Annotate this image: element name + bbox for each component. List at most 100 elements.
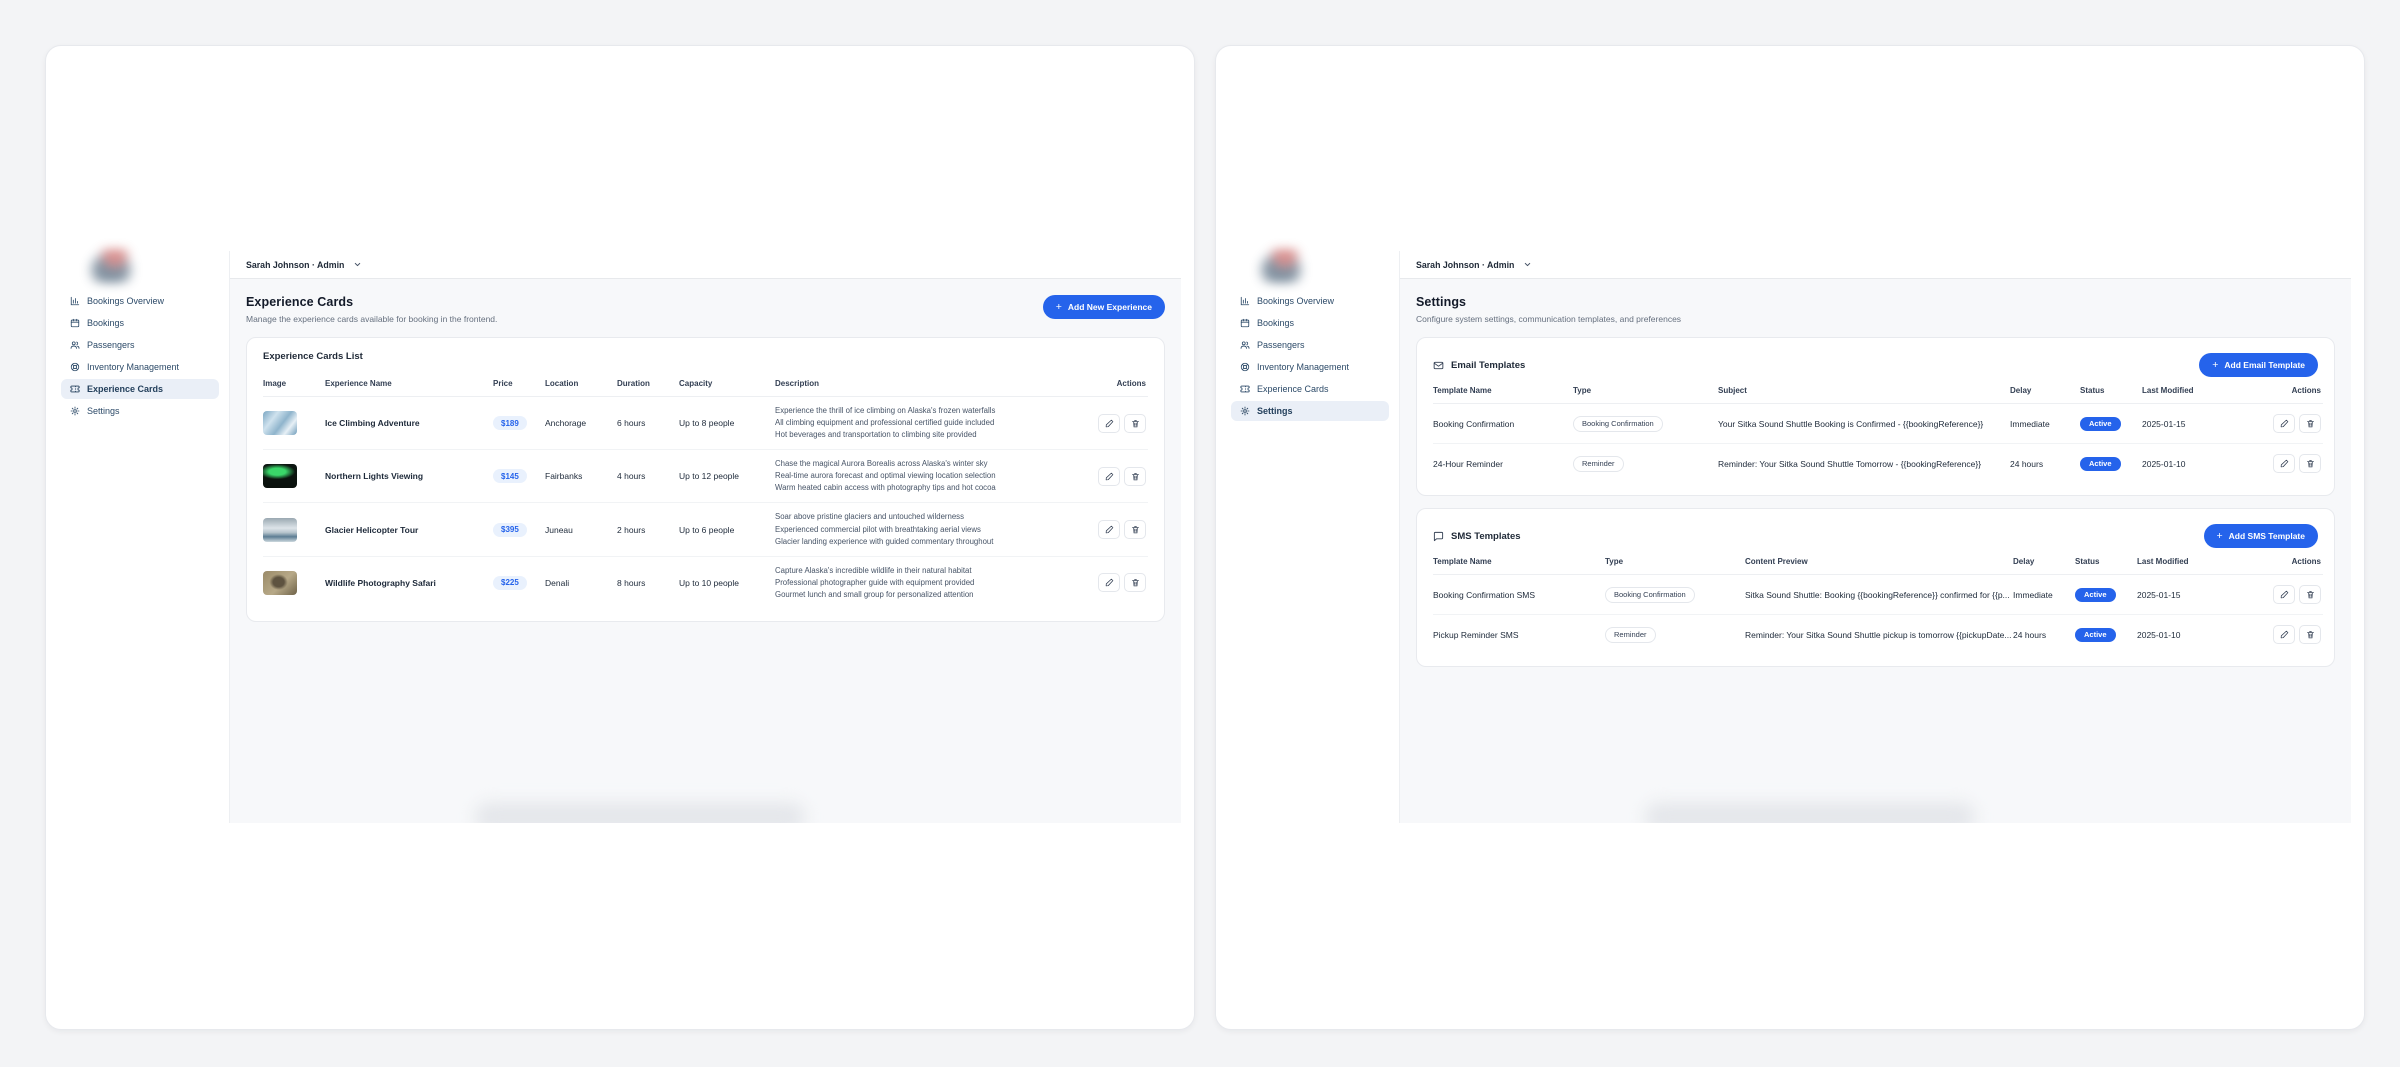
delete-button[interactable] — [1124, 413, 1146, 433]
sidebar-item-bookings[interactable]: Bookings — [61, 313, 219, 333]
delete-button[interactable] — [2299, 414, 2321, 433]
description-line: Gourmet lunch and small group for person… — [775, 589, 974, 599]
delete-button[interactable] — [2299, 585, 2321, 604]
description-cell: Chase the magical Aurora Borealis across… — [775, 458, 1084, 494]
card-title: Experience Cards List — [263, 351, 363, 362]
pencil-icon — [1105, 525, 1113, 534]
email-templates-card: Email Templates + Add Email Template — [1416, 337, 2335, 496]
column-header-price: Price — [493, 372, 545, 397]
main-area: Sarah Johnson · Admin Experience Cards M… — [229, 251, 1181, 823]
experience-cards-list-card: Experience Cards List Image Experience N… — [246, 337, 1165, 622]
edit-button[interactable] — [1098, 573, 1120, 593]
table-header-row: Template Name Type Subject Delay Status … — [1433, 379, 2323, 404]
sidebar-nav: Bookings Overview Bookings Passengers In… — [1231, 291, 1399, 421]
price-badge: $189 — [493, 416, 527, 431]
sidebar-item-experience-cards[interactable]: Experience Cards — [61, 379, 219, 399]
trash-icon — [2306, 420, 2314, 428]
delete-button[interactable] — [1124, 520, 1146, 540]
column-header-type: Type — [1573, 379, 1718, 404]
gear-icon — [1240, 406, 1250, 416]
edit-button[interactable] — [2273, 585, 2295, 604]
description-line: Glacier landing experience with guided c… — [775, 536, 994, 546]
sidebar: Bookings Overview Bookings Passengers In… — [1231, 249, 1399, 823]
sidebar-item-passengers[interactable]: Passengers — [61, 335, 219, 355]
trash-icon — [1131, 579, 1139, 587]
sms-templates-card: SMS Templates + Add SMS Template — [1416, 508, 2335, 667]
sidebar-item-settings[interactable]: Settings — [1231, 401, 1389, 421]
status-badge: Active — [2075, 627, 2116, 642]
duration-cell: 8 hours — [617, 577, 646, 588]
sidebar-item-inventory-management[interactable]: Inventory Management — [61, 357, 219, 377]
chat-bubble-icon — [1433, 531, 1444, 541]
column-header-content-preview: Content Preview — [1745, 550, 2013, 575]
column-header-status: Status — [2075, 550, 2137, 575]
main-area: Sarah Johnson · Admin Settings Configure… — [1399, 251, 2351, 823]
trash-icon — [1131, 472, 1139, 481]
calendar-icon — [1240, 318, 1250, 328]
column-header-location: Location — [545, 372, 617, 397]
add-new-experience-button[interactable]: + Add New Experience — [1042, 295, 1165, 319]
sidebar-item-label: Bookings — [1257, 318, 1295, 328]
delete-button[interactable] — [2299, 454, 2321, 473]
delay-cell: 24 hours — [2013, 629, 2047, 640]
sidebar-item-settings[interactable]: Settings — [61, 401, 219, 421]
sidebar-item-inventory-management[interactable]: Inventory Management — [1231, 357, 1389, 377]
table-row: Glacier Helicopter Tour $395 Juneau 2 ho… — [263, 502, 1148, 557]
description-line: Warm heated cabin access with photograph… — [775, 483, 996, 493]
description-line: Hot beverages and transportation to clim… — [775, 430, 977, 440]
sidebar-item-label: Passengers — [87, 340, 135, 350]
settings-page: Settings Configure system settings, comm… — [1400, 279, 2351, 823]
edit-button[interactable] — [2273, 625, 2295, 644]
sidebar-item-label: Bookings Overview — [87, 296, 165, 306]
sidebar-item-label: Settings — [87, 406, 120, 416]
capacity-cell: Up to 10 people — [679, 577, 740, 588]
company-logo — [87, 249, 135, 283]
delete-button[interactable] — [2299, 625, 2321, 644]
topbar: Sarah Johnson · Admin — [230, 251, 1181, 279]
sidebar-item-label: Inventory Management — [1257, 362, 1350, 372]
experience-name: Ice Climbing Adventure — [325, 396, 493, 451]
column-header-delay: Delay — [2013, 550, 2075, 575]
edit-button[interactable] — [2273, 414, 2295, 433]
sidebar: Bookings Overview Bookings Passengers In… — [61, 249, 229, 823]
northern-lights-photo — [263, 464, 297, 489]
sidebar-item-label: Settings — [1257, 406, 1293, 416]
type-badge: Booking Confirmation — [1605, 586, 1695, 603]
table-row: Booking Confirmation Booking Confirmatio… — [1433, 403, 2323, 444]
settings-window: Bookings Overview Bookings Passengers In… — [1215, 45, 2365, 1030]
edit-button[interactable] — [1098, 466, 1120, 486]
column-header-actions: Actions — [2248, 379, 2323, 404]
sidebar-item-label: Experience Cards — [1257, 384, 1329, 394]
ticket-icon — [70, 385, 80, 393]
description-line: Capture Alaska's incredible wildlife in … — [775, 565, 972, 575]
user-menu[interactable]: Sarah Johnson · Admin — [246, 260, 362, 270]
user-menu[interactable]: Sarah Johnson · Admin — [1416, 260, 1532, 270]
sidebar-item-bookings-overview[interactable]: Bookings Overview — [61, 291, 219, 311]
sidebar-item-passengers[interactable]: Passengers — [1231, 335, 1389, 355]
column-header-delay: Delay — [2010, 379, 2080, 404]
capacity-cell: Up to 6 people — [679, 502, 775, 557]
pencil-icon — [2280, 419, 2288, 428]
sidebar-item-experience-cards[interactable]: Experience Cards — [1231, 379, 1389, 399]
type-badge: Booking Confirmation — [1573, 415, 1663, 432]
delete-button[interactable] — [1124, 466, 1146, 486]
ticket-icon — [1240, 385, 1250, 393]
sidebar-item-bookings[interactable]: Bookings — [1231, 313, 1389, 333]
life-buoy-icon — [70, 362, 80, 372]
description-line: All climbing equipment and professional … — [775, 418, 995, 428]
add-sms-template-label: Add SMS Template — [2228, 531, 2305, 541]
edit-button[interactable] — [1098, 413, 1120, 433]
column-header-status: Status — [2080, 379, 2142, 404]
edit-button[interactable] — [1098, 520, 1120, 540]
add-email-template-button[interactable]: + Add Email Template — [2199, 353, 2318, 377]
delete-button[interactable] — [1124, 573, 1146, 593]
card-title: Email Templates — [1451, 359, 1526, 371]
sidebar-item-bookings-overview[interactable]: Bookings Overview — [1231, 291, 1389, 311]
edit-button[interactable] — [2273, 454, 2295, 473]
experience-name: Wildlife Photography Safari — [325, 577, 436, 588]
table-row: Pickup Reminder SMS Reminder Reminder: Y… — [1433, 615, 2323, 655]
sidebar-item-label: Experience Cards — [87, 384, 164, 394]
column-header-description: Description — [775, 372, 1090, 397]
description-line: Experienced commercial pilot with breath… — [775, 524, 981, 534]
add-sms-template-button[interactable]: + Add SMS Template — [2203, 524, 2318, 548]
